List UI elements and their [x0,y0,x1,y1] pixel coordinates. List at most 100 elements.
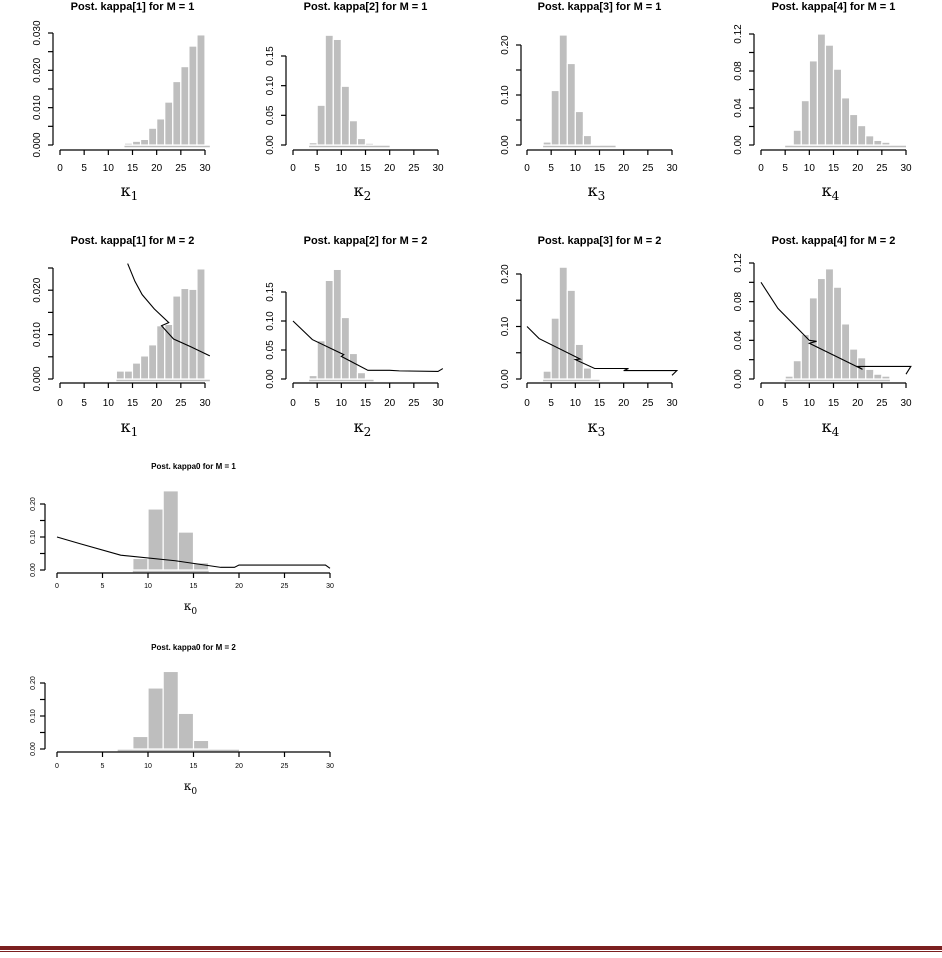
histogram-bar [364,377,375,380]
histogram-bar [542,370,552,380]
x-axis-label: κ4 [822,181,840,203]
histogram-bar [316,104,326,146]
y-tick-label: 0.20 [500,264,511,284]
y-tick-label: 0.010 [32,322,43,347]
y-tick-label: 0.15 [265,46,276,66]
x-tick-label: 30 [666,163,678,174]
x-tick-label: 25 [876,398,888,409]
histogram-bar [177,712,195,750]
x-axis-label: κ4 [822,417,840,439]
y-tick-label: 0.010 [32,95,43,120]
x-tick-label: 20 [852,398,864,409]
x-tick-label: 20 [235,763,243,770]
y-tick-label: 0.00 [500,369,511,389]
x-label-subscript: 4 [832,189,840,203]
histogram-bar [542,141,552,146]
x-tick-label: 0 [524,163,530,174]
histogram-bar [784,375,794,380]
panel-title: Post. kappa[4] for M = 1 [772,1,896,13]
histogram-bar [196,268,206,380]
histogram-bar [308,374,318,380]
histogram-bar [840,323,851,380]
kappa-symbol: κ [354,417,364,436]
histogram-bar [849,113,859,146]
kappa-symbol: κ [588,417,598,436]
x-tick-label: 15 [127,398,139,409]
footer-rule-thin [0,951,942,952]
histogram-bar [590,143,601,146]
histogram-bar [148,127,158,146]
histogram-bar [792,129,802,146]
x-tick-label: 10 [336,398,348,409]
x-axis-label: κ1 [121,181,139,203]
x-label-subscript: 0 [191,787,197,797]
histogram-bar [582,134,593,146]
histogram-bar [164,101,174,146]
y-tick-label: 0.04 [733,98,744,118]
x-tick-label: 20 [618,163,630,174]
histogram-bar [356,372,367,380]
histogram-bar [177,531,195,571]
x-axis-label: κ0 [184,779,198,797]
histogram-bar [816,277,827,380]
histogram-bar [123,142,134,146]
y-tick-label: 0.20 [30,497,37,511]
histogram-bar [192,739,210,750]
x-tick-label: 0 [524,398,530,409]
histogram-bar [188,45,198,146]
x-tick-label: 15 [828,398,840,409]
panel-title: Post. kappa[3] for M = 2 [538,235,662,247]
panel-title: Post. kappa[1] for M = 2 [71,235,195,247]
panel-title: Post. kappa[2] for M = 2 [304,235,428,247]
x-tick-label: 10 [103,398,115,409]
x-tick-label: 30 [326,763,334,770]
x-tick-label: 15 [360,398,372,409]
x-axis-label: κ2 [354,181,372,203]
x-label-subscript: 2 [364,425,372,439]
x-tick-label: 25 [175,163,187,174]
x-tick-label: 25 [175,398,187,409]
histogram-bar [558,266,568,380]
histogram-bar [840,97,851,146]
y-tick-label: 0.00 [500,135,511,155]
x-tick-label: 30 [900,163,912,174]
histogram-bar [881,375,891,380]
x-tick-label: 30 [326,583,334,590]
x-tick-label: 5 [81,398,87,409]
x-tick-label: 10 [103,163,115,174]
x-tick-label: 5 [548,398,554,409]
y-tick-label: 0.10 [30,709,37,723]
x-tick-label: 25 [642,163,654,174]
histogram-bar [172,80,182,146]
y-tick-label: 0.10 [30,530,37,544]
histogram-bar [590,377,601,380]
histogram-bar [131,140,142,146]
x-tick-label: 10 [336,163,348,174]
x-tick-label: 25 [408,398,420,409]
x-tick-label: 15 [594,163,606,174]
x-tick-label: 25 [281,763,289,770]
histogram-bar [123,370,134,380]
x-tick-label: 5 [314,398,320,409]
x-axis-label: κ1 [121,417,139,439]
x-tick-label: 10 [144,763,152,770]
histogram-bar [196,34,206,146]
x-tick-label: 25 [642,398,654,409]
histogram-bar [881,141,891,146]
histogram-bar [792,360,802,380]
histogram-bar [148,344,158,380]
y-tick-label: 0.00 [30,563,37,577]
histogram-panel: Post. kappa[2] for M = 1 0.00 0.05 0.10 0.15… [265,1,444,203]
y-tick-label: 0.000 [32,132,43,157]
y-tick-label: 0.10 [265,311,276,331]
y-tick-label: 0.12 [733,24,744,44]
x-tick-label: 25 [408,163,420,174]
histogram-bar [857,124,867,146]
kappa-symbol: κ [822,181,832,200]
x-tick-label: 10 [570,163,582,174]
x-tick-label: 5 [782,398,788,409]
histogram-bar [147,508,164,571]
x-label-subscript: 0 [191,607,197,617]
y-tick-label: 0.05 [265,340,276,360]
